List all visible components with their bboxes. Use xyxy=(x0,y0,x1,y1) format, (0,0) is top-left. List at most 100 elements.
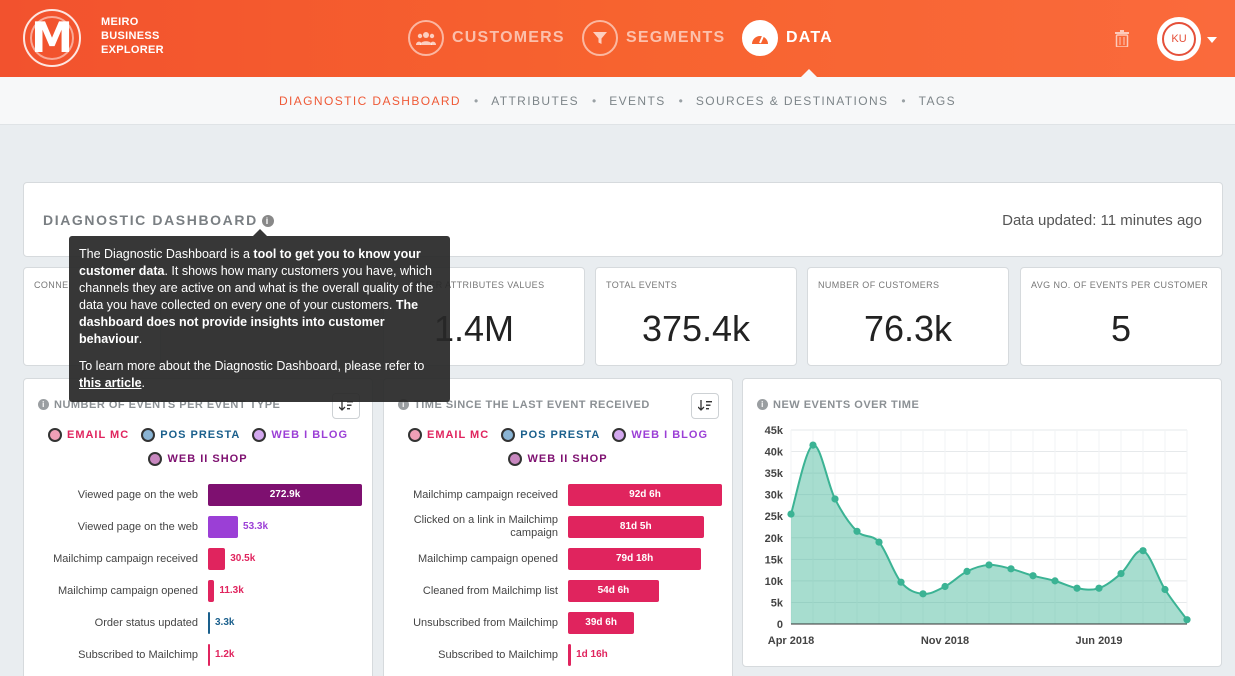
bar-label: Mailchimp campaign opened xyxy=(57,584,198,597)
data-point xyxy=(1051,577,1059,585)
area-fill xyxy=(791,444,1187,624)
tab-attributes[interactable]: ATTRIBUTES xyxy=(491,93,579,108)
nav-data[interactable]: DATA xyxy=(742,19,833,57)
tab-sources-destinations[interactable]: SOURCES & DESTINATIONS xyxy=(695,93,889,108)
bar-label: Subscribed to Mailchimp xyxy=(438,648,558,661)
events-per-type-panel: i NUMBER OF EVENTS PER EVENT TYPE EMAIL M… xyxy=(23,378,373,676)
tab-events[interactable]: EVENTS xyxy=(609,93,666,108)
bar[interactable] xyxy=(208,484,362,506)
bar-label: Mailchimp campaign received xyxy=(413,488,558,501)
stat-card-customers: NUMBER OF CUSTOMERS 76.3k xyxy=(807,267,1009,366)
stat-label: CONNE xyxy=(34,280,69,290)
meiro-logo[interactable]: M xyxy=(23,9,81,67)
bar-value: 30.5k xyxy=(230,553,256,564)
bar-value: 272.9k xyxy=(269,489,301,500)
nav-customers[interactable]: CUSTOMERS xyxy=(408,19,565,57)
bar[interactable] xyxy=(208,580,215,602)
avatar-initials: KU xyxy=(1171,33,1187,45)
bar-row[interactable]: Mailchimp campaign received 92d 6h xyxy=(384,484,734,506)
sort-button[interactable] xyxy=(691,393,719,419)
stat-card-total-events: TOTAL EVENTS 375.4k xyxy=(595,267,797,366)
data-point xyxy=(1029,572,1037,580)
bar-row[interactable]: Order status updated 3.3k xyxy=(24,612,374,634)
bar[interactable] xyxy=(568,516,704,538)
bar-row[interactable]: Mailchimp campaign opened 11.3k xyxy=(24,580,374,602)
bar-row[interactable]: Viewed page on the web 272.9k xyxy=(24,484,374,506)
logo-letter: M xyxy=(31,13,73,62)
bar[interactable] xyxy=(208,516,239,538)
y-tick-label: 30k xyxy=(765,490,784,502)
bar[interactable] xyxy=(208,548,226,570)
data-point xyxy=(1117,569,1125,578)
bar-label: Mailchimp campaign opened xyxy=(417,552,558,565)
legend-item[interactable]: EMAIL MC xyxy=(407,425,489,445)
time-since-last-event-panel: i TIME SINCE THE LAST EVENT RECEIVED EMAI… xyxy=(383,378,733,676)
data-point xyxy=(1161,585,1169,594)
legend-item[interactable]: POS PRESTA xyxy=(141,425,240,445)
sub-navigation: DIAGNOSTIC DASHBOARD • ATTRIBUTES • EVEN… xyxy=(0,77,1235,125)
bar-value: 1d 16h xyxy=(576,649,608,660)
page-title: DIAGNOSTIC DASHBOARD i xyxy=(43,212,274,228)
data-point xyxy=(1007,565,1015,573)
panel-title: i NEW EVENTS OVER TIME xyxy=(757,399,919,411)
dashboard-header-card: DIAGNOSTIC DASHBOARD i Data updated: 11 m… xyxy=(23,182,1223,257)
y-tick-label: 20k xyxy=(765,533,784,545)
trash-icon[interactable] xyxy=(1115,30,1129,52)
info-icon[interactable]: i xyxy=(757,399,768,410)
data-point xyxy=(831,495,839,503)
x-tick-label: Nov 2018 xyxy=(921,635,969,647)
bar-value: 3.3k xyxy=(215,617,235,628)
x-tick-label: Apr 2018 xyxy=(768,635,814,647)
sort-icon xyxy=(698,400,712,411)
bar-value: 54d 6h xyxy=(597,585,630,596)
info-icon[interactable]: i xyxy=(261,215,274,227)
bar-label: Cleaned from Mailchimp list xyxy=(422,584,558,597)
nav-segments[interactable]: SEGMENTS xyxy=(582,19,725,57)
info-icon[interactable]: i xyxy=(398,399,409,410)
bar[interactable] xyxy=(568,612,635,634)
bar-value: 92d 6h xyxy=(629,489,661,500)
bar[interactable] xyxy=(208,644,210,666)
bar-row[interactable]: Unsubscribed from Mailchimp 39d 6h xyxy=(384,612,734,634)
legend-item[interactable]: WEB I BLOG xyxy=(612,425,708,445)
data-point xyxy=(919,590,927,598)
bar[interactable] xyxy=(568,580,659,602)
tooltip-arrow xyxy=(253,229,267,236)
bar-value: 11.3k xyxy=(219,585,244,596)
stat-label: OMER ATTRIBUTES VALUES xyxy=(414,280,545,290)
stat-label: NUMBER OF CUSTOMERS xyxy=(818,280,940,290)
legend-item[interactable]: EMAIL MC xyxy=(47,425,129,445)
bar-row[interactable]: Mailchimp campaign opened 79d 18h xyxy=(384,548,734,570)
bar-row[interactable]: Subscribed to Mailchimp 1d 16h xyxy=(384,644,734,666)
bar-value: 1.2k xyxy=(215,649,235,660)
bar-row[interactable]: Viewed page on the web 53.3k xyxy=(24,516,374,538)
new-events-chart[interactable]: 0 5k 10k 15k 20k 25k 30k 35k 40k 45k Apr 2018 Nov 2… xyxy=(743,379,1221,666)
legend-item[interactable]: WEB I BLOG xyxy=(252,425,348,445)
tab-tags[interactable]: TAGS xyxy=(918,93,957,108)
bar-row[interactable]: Subscribed to Mailchimp 1.2k xyxy=(24,644,374,666)
article-link[interactable]: this article xyxy=(79,376,142,390)
panel-title: i TIME SINCE THE LAST EVENT RECEIVED xyxy=(398,399,650,411)
y-tick-label: 35k xyxy=(765,468,784,480)
bar-row[interactable]: Mailchimp campaign received 30.5k xyxy=(24,548,374,570)
bar[interactable] xyxy=(568,548,702,570)
legend: EMAIL MC POS PRESTA WEB I BLOG WEB II SH… xyxy=(384,425,732,473)
info-icon[interactable]: i xyxy=(38,399,49,410)
legend-item[interactable]: WEB II SHOP xyxy=(508,449,607,469)
data-point xyxy=(985,561,993,569)
bar-row[interactable]: Cleaned from Mailchimp list 54d 6h xyxy=(384,580,734,602)
y-tick-label: 10k xyxy=(765,576,784,588)
legend-item[interactable]: POS PRESTA xyxy=(501,425,600,445)
tab-diagnostic-dashboard[interactable]: DIAGNOSTIC DASHBOARD xyxy=(278,93,461,108)
filter-icon xyxy=(582,20,618,56)
bar-row[interactable]: Clicked on a link in Mailchimp campaign 8… xyxy=(384,514,734,539)
bar[interactable] xyxy=(208,612,210,634)
legend-item[interactable]: WEB II SHOP xyxy=(148,449,247,469)
bar[interactable] xyxy=(568,484,722,506)
bar-label: Mailchimp campaign received xyxy=(53,552,198,565)
chevron-down-icon[interactable] xyxy=(1207,37,1217,43)
data-point xyxy=(1095,584,1103,592)
stat-label: AVG NO. OF EVENTS PER CUSTOMER xyxy=(1031,280,1209,290)
avatar[interactable]: KU xyxy=(1157,17,1201,61)
bar[interactable] xyxy=(568,644,572,666)
